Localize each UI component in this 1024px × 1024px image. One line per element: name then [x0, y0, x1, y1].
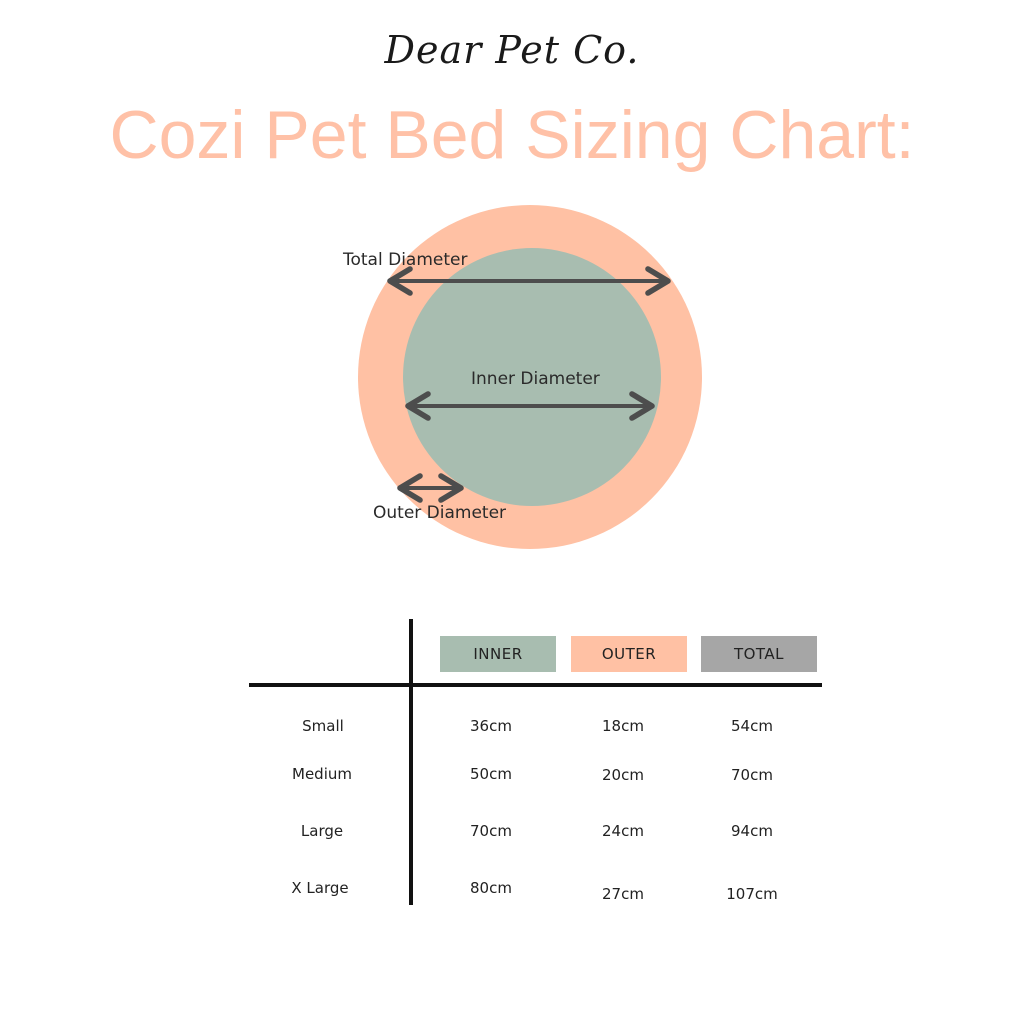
- header-total: TOTAL: [701, 636, 817, 672]
- total-value: 94cm: [731, 822, 773, 840]
- inner-value: 36cm: [470, 717, 512, 735]
- table-horizontal-divider: [249, 683, 822, 687]
- inner-circle: [403, 248, 661, 506]
- size-label: Small: [302, 717, 344, 735]
- total-value: 54cm: [731, 717, 773, 735]
- inner-value: 80cm: [470, 879, 512, 897]
- outer-value: 27cm: [602, 885, 644, 903]
- inner-diameter-label: Inner Diameter: [471, 369, 600, 389]
- outer-value: 24cm: [602, 822, 644, 840]
- brand-logo: Dear Pet Co.: [384, 28, 640, 72]
- outer-value: 20cm: [602, 766, 644, 784]
- size-label: Medium: [292, 765, 352, 783]
- table-vertical-divider: [409, 619, 413, 905]
- outer-diameter-label: Outer Diameter: [373, 503, 506, 523]
- bed-diagram: Total Diameter Inner Diameter Outer Diam…: [342, 205, 702, 549]
- outer-value: 18cm: [602, 717, 644, 735]
- total-value: 70cm: [731, 766, 773, 784]
- size-label: Large: [300, 822, 344, 840]
- header-outer: OUTER: [571, 636, 687, 672]
- inner-value: 70cm: [470, 822, 512, 840]
- total-diameter-label: Total Diameter: [342, 250, 467, 270]
- page-title: Cozi Pet Bed Sizing Chart:: [109, 97, 915, 173]
- total-value: 107cm: [726, 885, 778, 903]
- inner-value: 50cm: [470, 765, 512, 783]
- header-inner: INNER: [440, 636, 556, 672]
- size-label: X Large: [291, 879, 349, 897]
